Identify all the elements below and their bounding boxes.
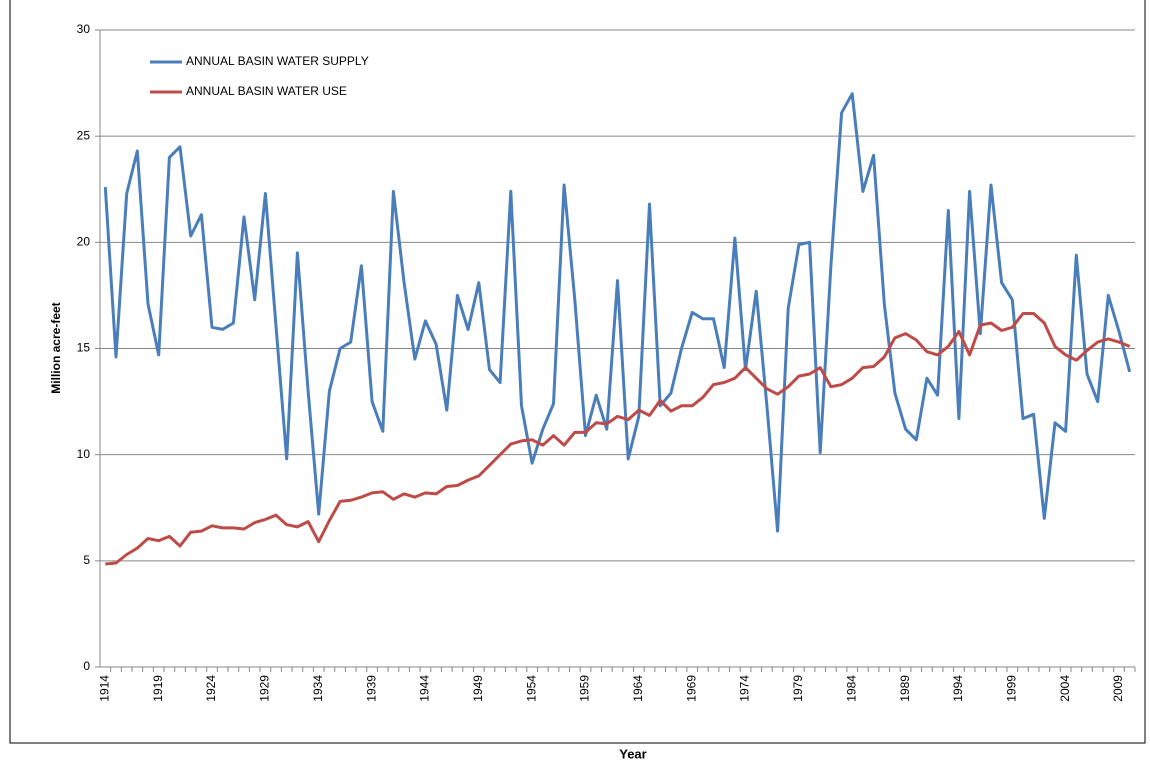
y-tick-label: 5: [83, 553, 90, 567]
legend-label: ANNUAL BASIN WATER USE: [186, 84, 347, 98]
x-tick-label: 2004: [1058, 675, 1072, 702]
x-tick-label: 1944: [418, 675, 432, 702]
x-tick-label: 1939: [364, 675, 378, 702]
x-tick-label: 1969: [684, 675, 698, 702]
y-tick-label: 0: [83, 659, 90, 673]
x-tick-label: 2009: [1111, 675, 1125, 702]
x-tick-label: 1989: [898, 675, 912, 702]
y-tick-label: 10: [77, 447, 91, 461]
x-tick-label: 1929: [258, 675, 272, 702]
y-tick-label: 30: [77, 22, 91, 36]
x-tick-label: 1964: [631, 675, 645, 702]
x-tick-label: 1924: [204, 675, 218, 702]
y-tick-label: 25: [77, 128, 91, 142]
x-tick-label: 1984: [844, 675, 858, 702]
series-line: [105, 312, 1131, 566]
y-axis-label: Million acre-feet: [49, 302, 63, 393]
legend-label: ANNUAL BASIN WATER SUPPLY: [186, 54, 369, 68]
x-tick-label: 1954: [524, 675, 538, 702]
series-line: [103, 92, 1132, 533]
x-tick-label: 1934: [311, 675, 325, 702]
y-tick-label: 15: [77, 341, 91, 355]
x-tick-label: 1959: [578, 675, 592, 702]
chart-border: [9, 0, 1146, 744]
x-tick-label: 1994: [951, 675, 965, 702]
x-tick-label: 1979: [791, 675, 805, 702]
y-tick-label: 20: [77, 235, 91, 249]
x-tick-label: 1974: [738, 675, 752, 702]
x-tick-label: 1919: [151, 675, 165, 702]
x-tick-label: 1914: [98, 675, 112, 702]
x-tick-label: 1999: [1004, 675, 1018, 702]
x-tick-label: 1949: [471, 675, 485, 702]
x-axis-label: Year: [619, 746, 646, 761]
